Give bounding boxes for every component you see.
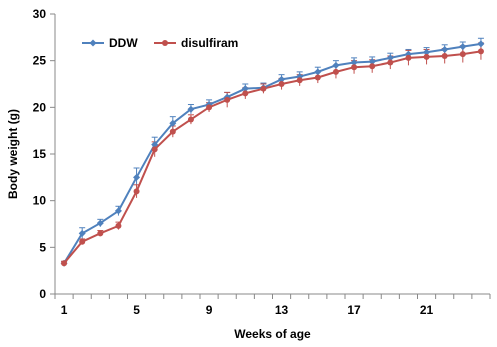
- ddw-point: [151, 141, 159, 149]
- disulfiram-point: [423, 53, 430, 60]
- ddw-point: [441, 45, 449, 53]
- ddw-point: [96, 219, 104, 227]
- y-tick-label: 30: [33, 7, 47, 21]
- y-tick-label: 15: [33, 147, 47, 161]
- legend-ddw-label: DDW: [109, 36, 138, 50]
- disulfiram-point: [97, 230, 104, 237]
- disulfiram-point: [296, 77, 303, 84]
- series-lines: [63, 42, 482, 264]
- legend-ddw-marker: [89, 39, 97, 47]
- y-tick-label: 20: [33, 100, 47, 114]
- ddw-point: [332, 61, 340, 69]
- disulfiram-point: [278, 81, 285, 87]
- ddw-point: [386, 54, 394, 62]
- disulfiram-point: [151, 146, 158, 153]
- disulfiram-point: [206, 104, 213, 111]
- legend-disulfiram-label: disulfiram: [181, 36, 238, 50]
- y-tick-label: 25: [33, 54, 47, 68]
- ddw-point: [241, 85, 249, 93]
- y-tick-label: 5: [39, 240, 46, 254]
- ddw-point: [133, 173, 141, 181]
- disulfiram-point: [405, 54, 412, 61]
- x-tick-label: 1: [61, 303, 68, 317]
- x-tick-label: 9: [206, 303, 213, 317]
- y-tick-label: 10: [33, 194, 47, 208]
- ddw-point: [350, 59, 358, 67]
- disulfiram-point: [477, 48, 484, 55]
- x-tick-label: 13: [275, 303, 289, 317]
- y-axis-title: Body weight (g): [6, 109, 20, 199]
- y-tick-label: 0: [39, 287, 46, 301]
- disulfiram-point: [187, 116, 194, 123]
- ddw-point: [187, 105, 195, 113]
- disulfiram-point: [260, 85, 267, 92]
- ddw-point: [423, 48, 431, 56]
- disulfiram-point: [242, 90, 249, 97]
- error-bars: [61, 37, 484, 266]
- disulfiram-point: [441, 53, 448, 59]
- legend: DDW disulfiram: [82, 36, 238, 50]
- ddw-point: [368, 58, 376, 66]
- ddw-point: [314, 68, 322, 76]
- x-tick-label: 5: [133, 303, 140, 317]
- disulfiram-point: [224, 96, 231, 103]
- disulfiram-point: [459, 51, 466, 58]
- disulfiram-point: [169, 128, 176, 135]
- x-tick-label: 21: [420, 303, 434, 317]
- disulfiram-point: [314, 74, 321, 81]
- disulfiram-point: [387, 59, 394, 66]
- x-tick-label: 17: [347, 303, 361, 317]
- disulfiram-point: [133, 188, 140, 195]
- disulfiram-line: [63, 50, 482, 264]
- disulfiram-point: [79, 238, 86, 245]
- ddw-line: [63, 42, 482, 264]
- disulfiram-point: [115, 222, 122, 229]
- ddw-point: [459, 43, 467, 51]
- legend-disulfiram-marker: [162, 40, 168, 46]
- disulfiram-point: [332, 68, 339, 75]
- disulfiram-point: [351, 64, 358, 71]
- disulfiram-point: [369, 63, 376, 70]
- ddw-point: [169, 119, 177, 127]
- ddw-point: [278, 75, 286, 83]
- series-markers: [60, 40, 485, 267]
- ddw-point: [114, 207, 122, 215]
- ddw-point: [78, 229, 86, 237]
- disulfiram-point: [61, 260, 68, 267]
- x-axis-title: Weeks of age: [234, 327, 311, 341]
- ddw-point: [477, 40, 485, 48]
